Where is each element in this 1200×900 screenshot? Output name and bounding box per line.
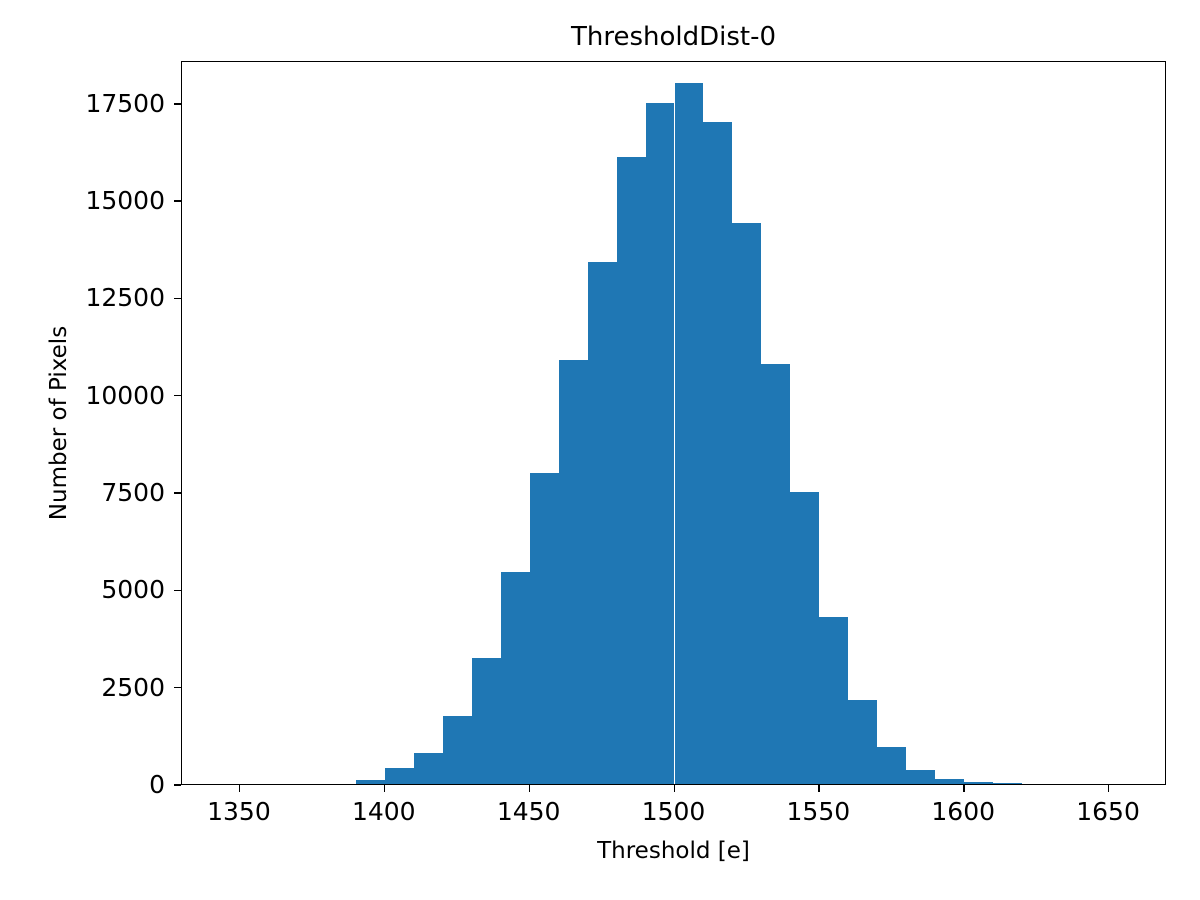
y-tick-label: 17500 [85,88,165,118]
histogram-bar [964,782,994,784]
histogram-bars [182,62,1165,784]
x-tick-label: 1500 [641,797,706,826]
y-tick-mark [174,395,181,397]
y-tick-label: 5000 [101,575,165,605]
x-tick-mark [818,785,820,792]
plot-axes [181,61,1166,785]
histogram-bar [790,492,820,784]
x-tick-label: 1650 [1076,797,1140,826]
histogram-bar [355,780,385,784]
y-tick-label: 0 [149,770,165,799]
histogram-bar [529,472,559,784]
page-title: ThresholdDist-0 [570,22,777,52]
y-tick-mark [174,103,181,105]
x-tick-label: 1550 [786,797,851,826]
y-tick-mark [174,589,181,592]
histogram-bar [471,657,501,784]
x-tick-mark [383,785,386,792]
x-tick-label: 1450 [496,797,561,826]
y-tick-label: 15000 [85,186,165,216]
y-tick-mark [174,297,181,300]
y-tick-mark [174,784,181,786]
x-tick-mark [673,785,675,792]
histogram-bar [848,700,878,784]
histogram-bar [732,223,762,784]
histogram-bar [703,122,733,784]
histogram-bar [674,83,704,784]
x-tick-mark [1108,785,1110,792]
histogram-bar [413,752,443,784]
histogram-bar [558,359,588,784]
histogram-bar [761,363,791,784]
x-tick-label: 1350 [207,797,271,826]
histogram-bar [645,102,675,784]
x-tick-label: 1600 [931,797,996,826]
histogram-bar [616,157,646,784]
y-tick-label: 7500 [101,478,165,508]
x-tick-mark [528,785,531,792]
histogram-bar [935,779,965,784]
x-tick-mark [238,785,241,792]
histogram-bar [993,783,1023,784]
x-tick-label: 1400 [351,797,416,826]
y-tick-mark [174,492,181,494]
y-tick-mark [174,686,181,689]
y-axis-label: Number of Pixels [46,325,72,521]
histogram-bar [384,768,414,784]
x-axis-label: Threshold [e] [597,838,750,864]
y-tick-label: 10000 [85,380,165,410]
histogram-bar [819,616,849,784]
x-tick-mark [963,785,965,792]
y-tick-label: 12500 [85,283,165,313]
histogram-bar [906,770,936,784]
y-tick-label: 2500 [101,672,165,702]
histogram-bar [587,262,617,784]
histogram-bar [442,715,472,784]
histogram-bar [500,571,530,784]
histogram-bar [877,747,907,784]
y-tick-mark [174,200,181,202]
